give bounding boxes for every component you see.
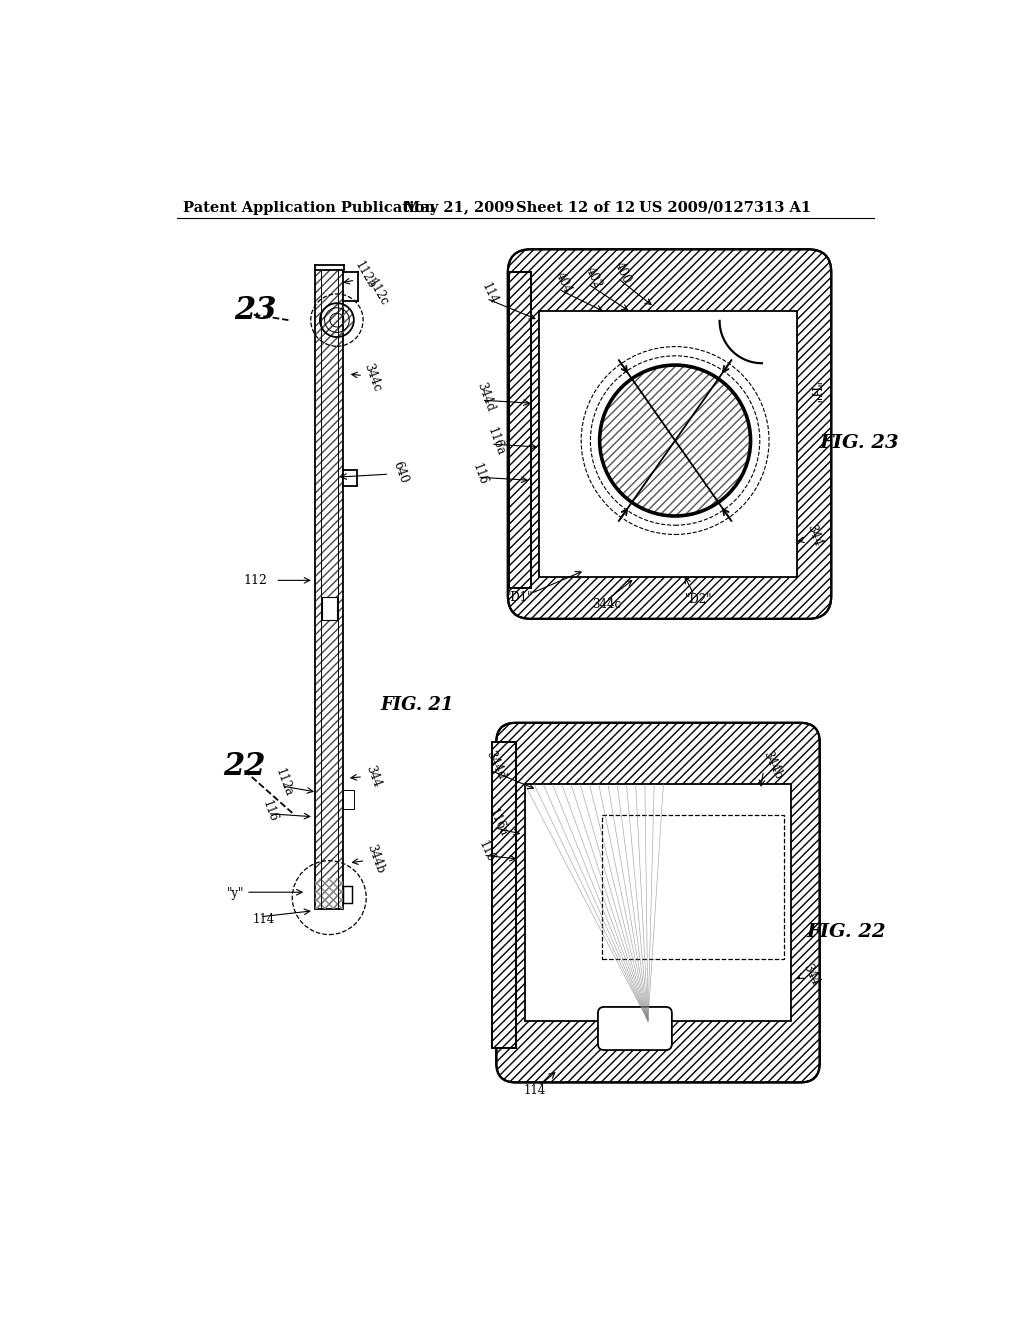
Text: FIG. 23: FIG. 23 [819, 434, 899, 453]
Bar [315, 878, 343, 909]
Text: 114: 114 [523, 1084, 546, 1097]
Bar [509, 272, 531, 589]
Text: "D1": "D1" [506, 591, 534, 603]
Bar [493, 742, 515, 1048]
Bar [315, 271, 343, 909]
Text: 344b: 344b [365, 842, 387, 875]
Text: 344c: 344c [593, 598, 622, 611]
Text: 114: 114 [252, 912, 274, 925]
Text: 116a: 116a [484, 426, 507, 458]
Text: May 21, 2009: May 21, 2009 [403, 201, 514, 215]
Text: 404: 404 [553, 271, 573, 296]
Text: 400: 400 [611, 260, 633, 285]
FancyBboxPatch shape [598, 1007, 672, 1051]
Text: Patent Application Publication: Patent Application Publication [183, 201, 435, 215]
Bar [343, 886, 352, 903]
Text: "H": "H" [807, 381, 819, 404]
Text: US 2009/0127313 A1: US 2009/0127313 A1 [639, 201, 811, 215]
Bar [509, 272, 531, 589]
Text: 344b: 344b [761, 748, 785, 781]
Text: 22: 22 [223, 751, 265, 783]
Text: FIG. 21: FIG. 21 [381, 696, 455, 714]
Text: 344c: 344c [361, 362, 384, 393]
FancyBboxPatch shape [497, 723, 819, 1082]
Text: 344d: 344d [483, 748, 508, 781]
Text: 116: 116 [475, 838, 497, 865]
Text: 344d: 344d [474, 380, 497, 413]
Text: FIG. 22: FIG. 22 [807, 923, 886, 941]
Text: Sheet 12 of 12: Sheet 12 of 12 [515, 201, 635, 215]
Bar [343, 789, 354, 809]
FancyBboxPatch shape [508, 249, 831, 619]
Text: 116: 116 [260, 799, 280, 824]
Bar [493, 742, 515, 1048]
Bar [602, 816, 783, 960]
Text: "D2": "D2" [685, 593, 713, 606]
Bar [524, 784, 792, 1020]
Bar [315, 271, 343, 909]
Text: 23: 23 [234, 296, 278, 326]
Bar [539, 312, 797, 577]
Text: 116: 116 [469, 462, 489, 487]
Text: 112c: 112c [365, 277, 390, 308]
Text: 344: 344 [804, 523, 824, 549]
Text: "y": "y" [227, 887, 245, 900]
Text: 640: 640 [391, 459, 411, 486]
Text: 112: 112 [244, 574, 267, 587]
Bar [322, 597, 337, 620]
Bar [343, 470, 357, 486]
Text: 402: 402 [583, 265, 604, 290]
Text: 112b: 112b [352, 259, 379, 292]
Text: 344: 344 [364, 764, 383, 789]
Text: 114: 114 [478, 280, 500, 306]
Text: 344: 344 [801, 962, 821, 987]
Text: 116a: 116a [486, 807, 510, 840]
Text: 112a: 112a [273, 766, 295, 799]
